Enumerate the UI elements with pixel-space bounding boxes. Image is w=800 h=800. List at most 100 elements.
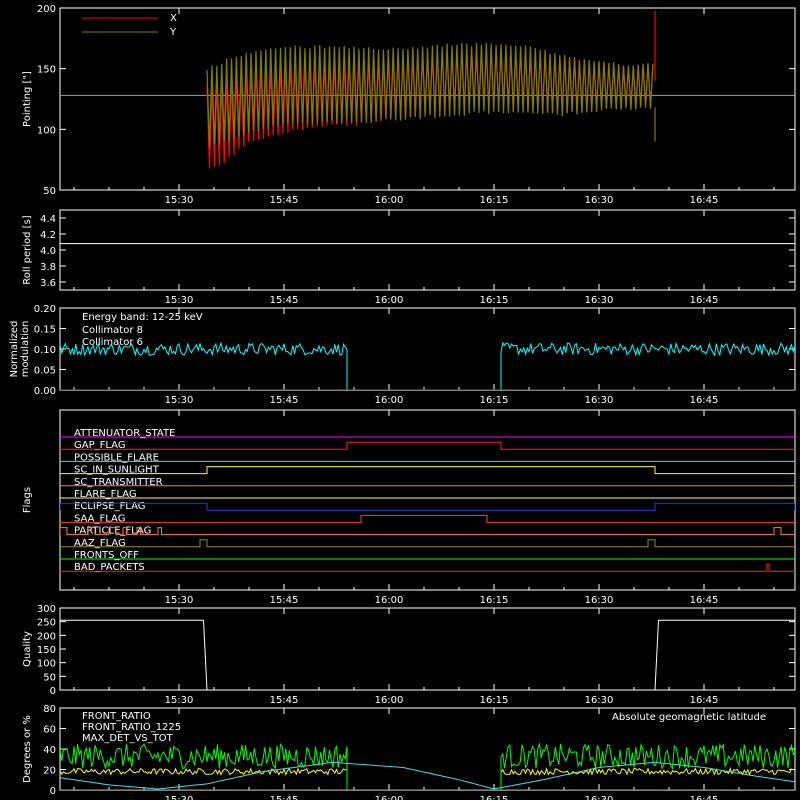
x-tick-label: 15:45 — [270, 195, 299, 206]
x-tick-label: 15:30 — [165, 695, 194, 706]
flag-saa-flag-label: SAA_FLAG — [74, 513, 125, 524]
y-tick-label: 60 — [43, 725, 56, 736]
x-tick-label: 16:45 — [690, 795, 719, 800]
legend-label-y: Y — [169, 27, 177, 38]
x-tick-label: 16:30 — [585, 295, 614, 306]
flag-particle-flag-label: PARTICLE_FLAG — [74, 526, 151, 537]
x-tick-label: 16:00 — [375, 195, 404, 206]
series-front-ratio-1225-segment — [500, 742, 795, 790]
y-tick-label: 0.10 — [34, 345, 56, 356]
panel-roll: 15:30 15:45 16:00 16:15 16:30 16:45 Roll perio… — [22, 209, 796, 306]
x-tick-label: 15:30 — [165, 795, 194, 800]
y-tick-label: 0 — [50, 686, 56, 697]
y-axis-label: Quality — [22, 631, 33, 667]
y-label-line: modulation — [20, 321, 31, 378]
x-tick-label: 16:30 — [585, 795, 614, 800]
x-tick-label: 16:45 — [690, 595, 719, 606]
y-tick-label: 3.6 — [40, 278, 56, 289]
panel-quality: 15:30 15:45 16:00 16:15 16:30 16:45 Quality 0 50… — [22, 604, 796, 706]
panel-pointing: 15:30 15:45 16:00 16:15 16:30 16:45 Pointing [… — [22, 4, 796, 206]
flag-fronts-off-label: FRONTS_OFF — [74, 550, 139, 561]
y-tick-label: 300 — [37, 604, 56, 615]
x-tick-label: 15:45 — [270, 695, 299, 706]
flag-sc-in-sunlight-trace — [60, 466, 795, 475]
y-tick-label: 200 — [37, 631, 56, 642]
y-axis-label: Normalizedmodulation — [9, 321, 31, 378]
geomagnetic-latitude-annotation: Absolute geomagnetic latitude — [612, 712, 766, 723]
x-tick-label: 16:30 — [585, 395, 614, 406]
y-tick-label: 0.15 — [34, 325, 56, 336]
x-tick-label: 16:00 — [375, 595, 404, 606]
panel-flags: 15:30 15:45 16:00 16:15 16:30 16:45 Flags ATTEN… — [22, 409, 796, 606]
legend-label-collimator: Collimator 8 — [82, 325, 143, 336]
y-tick-label: 0 — [50, 786, 56, 797]
flag-sc-in-sunlight-label: SC_IN_SUNLIGHT — [74, 465, 160, 476]
x-tick-label: 16:00 — [375, 795, 404, 800]
y-tick-label: 50 — [43, 672, 56, 683]
legend-label-collimator: Collimator 6 — [82, 337, 143, 348]
legend-label-front-ratio-1225: FRONT_RATIO_1225 — [82, 722, 181, 733]
series-front-ratio-segment — [60, 767, 348, 776]
flag-eclipse-flag-label: ECLIPSE_FLAG — [74, 501, 145, 512]
flag-particle-flag-trace — [60, 527, 795, 536]
plot-frame — [59, 209, 796, 291]
x-tick-label: 16:00 — [375, 695, 404, 706]
y-tick-label: 3.8 — [40, 262, 56, 273]
series-collimator-8-segment — [500, 341, 795, 390]
flag-eclipse-flag-trace — [60, 502, 795, 511]
x-tick-label: 16:15 — [480, 595, 509, 606]
flag-flare-flag-label: FLARE_FLAG — [74, 489, 137, 500]
x-tick-label: 16:30 — [585, 595, 614, 606]
y-tick-label: 0.00 — [34, 386, 56, 397]
energy-band-annotation: Energy band: 12-25 keV — [82, 312, 203, 323]
y-tick-label: 50 — [43, 186, 56, 197]
series-collimator-8-segment — [60, 341, 348, 390]
x-tick-label: 16:45 — [690, 295, 719, 306]
flag-saa-flag-trace — [60, 514, 795, 523]
x-tick-label: 16:30 — [585, 695, 614, 706]
flag-aaz-flag-label: AAZ_FLAG — [74, 538, 126, 549]
flag-bad-packets-trace — [60, 563, 795, 572]
x-tick-label: 16:15 — [480, 295, 509, 306]
flag-sc-transmitter-label: SC_TRANSMITTER — [74, 477, 163, 488]
legend-label-front-ratio: FRONT_RATIO — [82, 711, 151, 722]
y-axis-label: Flags — [22, 487, 33, 513]
flag-bad-packets-label: BAD_PACKETS — [74, 562, 145, 573]
series-absolute-geomagnetic-latitude-line — [60, 761, 795, 790]
flag-aaz-flag-trace — [60, 539, 795, 548]
x-tick-label: 15:30 — [165, 195, 194, 206]
series-y-line — [206, 42, 654, 148]
x-tick-label: 15:45 — [270, 295, 299, 306]
x-tick-label: 16:45 — [690, 395, 719, 406]
legend-label-max-det-vs-tot: MAX_DET_VS_TOT — [82, 733, 174, 744]
x-tick-label: 16:30 — [585, 195, 614, 206]
x-tick-label: 16:00 — [375, 295, 404, 306]
y-axis-label: Pointing ["] — [22, 71, 33, 127]
x-tick-label: 15:45 — [270, 395, 299, 406]
y-tick-label: 100 — [37, 659, 56, 670]
plot-frame — [59, 409, 796, 591]
y-tick-label: 4.4 — [40, 214, 56, 225]
y-tick-label: 150 — [37, 65, 56, 76]
x-tick-label: 16:45 — [690, 695, 719, 706]
y-tick-label: 4.2 — [40, 230, 56, 241]
x-tick-label: 16:15 — [480, 795, 509, 800]
y-tick-label: 100 — [37, 125, 56, 136]
y-tick-label: 250 — [37, 618, 56, 629]
y-axis-label: Roll period [s] — [22, 215, 33, 284]
plot-frame — [59, 7, 796, 191]
legend-label-x: X — [170, 13, 177, 24]
y-tick-label: 150 — [37, 645, 56, 656]
series-front-ratio-1225-segment — [60, 743, 348, 790]
x-tick-label: 16:15 — [480, 195, 509, 206]
y-tick-label: 4.0 — [40, 246, 56, 257]
y-tick-label: 40 — [43, 745, 56, 756]
flag-gap-flag-trace — [60, 441, 795, 450]
x-tick-label: 15:30 — [165, 595, 194, 606]
y-tick-label: 0.05 — [34, 366, 56, 377]
y-axis-label: Degrees or % — [22, 715, 33, 783]
y-tick-label: 20 — [43, 766, 56, 777]
quality-line — [60, 619, 795, 691]
x-tick-label: 16:45 — [690, 195, 719, 206]
